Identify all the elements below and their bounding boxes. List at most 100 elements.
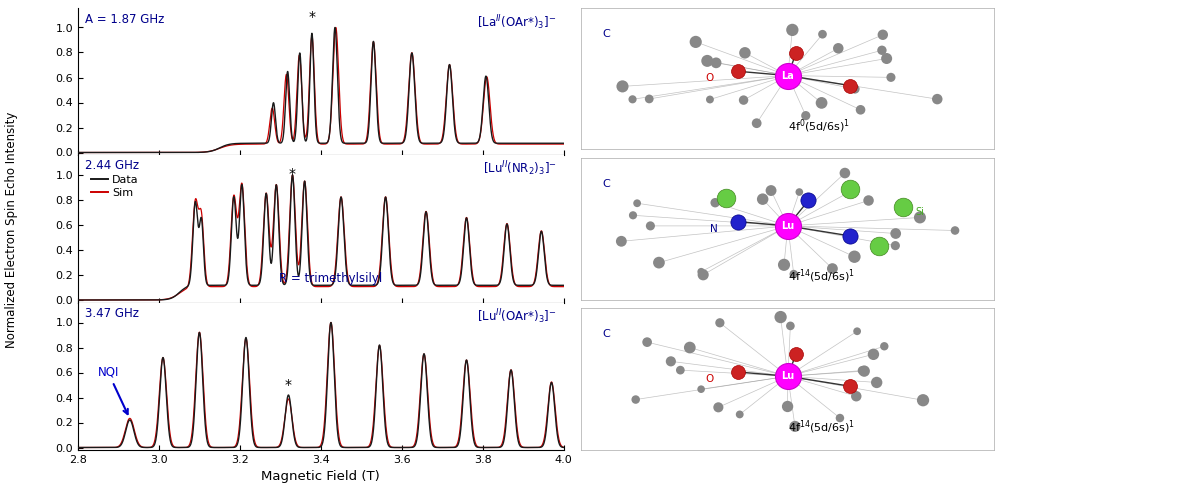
Text: 4f$^{0}$(5d/6s)$^{1}$: 4f$^{0}$(5d/6s)$^{1}$ bbox=[788, 118, 850, 135]
Point bbox=[869, 242, 888, 250]
Point bbox=[716, 194, 736, 202]
X-axis label: Magnetic Field (T): Magnetic Field (T) bbox=[262, 470, 380, 484]
Point bbox=[779, 72, 798, 80]
Point bbox=[886, 242, 905, 250]
Text: La: La bbox=[781, 70, 794, 81]
Point bbox=[928, 95, 947, 103]
Point bbox=[710, 319, 730, 327]
Point bbox=[694, 271, 713, 279]
Text: [Lu$^{II}$(NR$_2$)$_3$]$^{-}$: [Lu$^{II}$(NR$_2$)$_3$]$^{-}$ bbox=[482, 160, 557, 178]
Point bbox=[840, 82, 859, 90]
Text: N: N bbox=[710, 224, 718, 234]
Point bbox=[680, 344, 700, 351]
Point bbox=[649, 258, 668, 266]
Point bbox=[799, 196, 818, 204]
Point bbox=[734, 96, 754, 104]
Text: Normalized Electron Spin Echo Intensity: Normalized Electron Spin Echo Intensity bbox=[6, 112, 18, 348]
Point bbox=[686, 38, 706, 46]
Point bbox=[840, 188, 859, 196]
Point bbox=[784, 270, 803, 278]
Point bbox=[868, 378, 887, 386]
Text: 2.44 GHz: 2.44 GHz bbox=[85, 160, 139, 172]
Sim bbox=[89, 297, 103, 303]
Data bbox=[248, 282, 263, 288]
Data bbox=[472, 282, 486, 288]
Point bbox=[641, 222, 660, 230]
Point bbox=[781, 322, 800, 330]
Point bbox=[671, 366, 690, 374]
Point bbox=[786, 350, 805, 358]
Point bbox=[864, 350, 883, 358]
Point bbox=[691, 385, 710, 393]
Point bbox=[762, 186, 781, 194]
Point bbox=[877, 54, 896, 62]
Data bbox=[577, 282, 592, 288]
Point bbox=[778, 402, 797, 410]
Point bbox=[854, 367, 874, 375]
Text: C: C bbox=[602, 330, 610, 340]
Point bbox=[697, 57, 716, 65]
Point bbox=[624, 212, 643, 220]
Point bbox=[875, 342, 894, 350]
Text: C: C bbox=[602, 179, 610, 189]
Sim bbox=[444, 284, 458, 290]
Point bbox=[779, 222, 798, 230]
Point bbox=[772, 313, 791, 321]
Point bbox=[709, 404, 728, 411]
Point bbox=[851, 106, 870, 114]
Point bbox=[626, 396, 646, 404]
Text: Lu: Lu bbox=[781, 371, 794, 381]
Point bbox=[628, 199, 647, 207]
Point bbox=[748, 119, 767, 127]
Point bbox=[946, 226, 965, 234]
Point bbox=[728, 218, 748, 226]
Point bbox=[691, 268, 710, 276]
Text: [Lu$^{II}$(OAr*)$_3$]$^{-}$: [Lu$^{II}$(OAr*)$_3$]$^{-}$ bbox=[476, 307, 557, 326]
Point bbox=[859, 196, 878, 204]
Point bbox=[847, 392, 866, 400]
Point bbox=[881, 74, 900, 82]
Point bbox=[840, 185, 859, 193]
Sim bbox=[248, 284, 263, 290]
Data bbox=[62, 297, 77, 303]
Point bbox=[786, 49, 805, 57]
Point bbox=[730, 410, 749, 418]
Text: *: * bbox=[289, 167, 296, 181]
Line: Sim: Sim bbox=[70, 175, 584, 300]
Sim bbox=[577, 284, 592, 290]
Point bbox=[637, 338, 656, 346]
Point bbox=[812, 99, 832, 107]
Text: O: O bbox=[706, 74, 714, 84]
Point bbox=[790, 188, 809, 196]
Point bbox=[728, 368, 748, 376]
Point bbox=[612, 238, 631, 246]
Text: NQI: NQI bbox=[97, 366, 127, 414]
Point bbox=[886, 230, 905, 237]
Text: A = 1.87 GHz: A = 1.87 GHz bbox=[85, 14, 164, 26]
Point bbox=[782, 26, 802, 34]
Point bbox=[785, 422, 804, 430]
Text: Si: Si bbox=[916, 206, 925, 216]
Point bbox=[847, 327, 866, 335]
Data bbox=[286, 172, 300, 178]
Data bbox=[389, 282, 403, 288]
Point bbox=[796, 112, 815, 120]
Data bbox=[367, 282, 382, 288]
Point bbox=[706, 198, 725, 206]
Point bbox=[894, 204, 913, 212]
Point bbox=[701, 96, 720, 104]
Text: R = trimethylsilyl: R = trimethylsilyl bbox=[278, 272, 382, 285]
Point bbox=[779, 372, 798, 380]
Data bbox=[89, 297, 103, 303]
Sim bbox=[472, 284, 486, 290]
Text: [La$^{II}$(OAr*)$_3$]$^{-}$: [La$^{II}$(OAr*)$_3$]$^{-}$ bbox=[478, 14, 557, 32]
Point bbox=[736, 49, 755, 57]
Sim bbox=[62, 297, 77, 303]
Point bbox=[829, 44, 848, 52]
Text: 4f$^{14}$(5d/6s)$^{1}$: 4f$^{14}$(5d/6s)$^{1}$ bbox=[788, 268, 854, 285]
Sim bbox=[286, 172, 300, 178]
Point bbox=[640, 95, 659, 103]
Point bbox=[774, 261, 793, 269]
Line: Data: Data bbox=[70, 175, 584, 300]
Point bbox=[840, 232, 859, 240]
